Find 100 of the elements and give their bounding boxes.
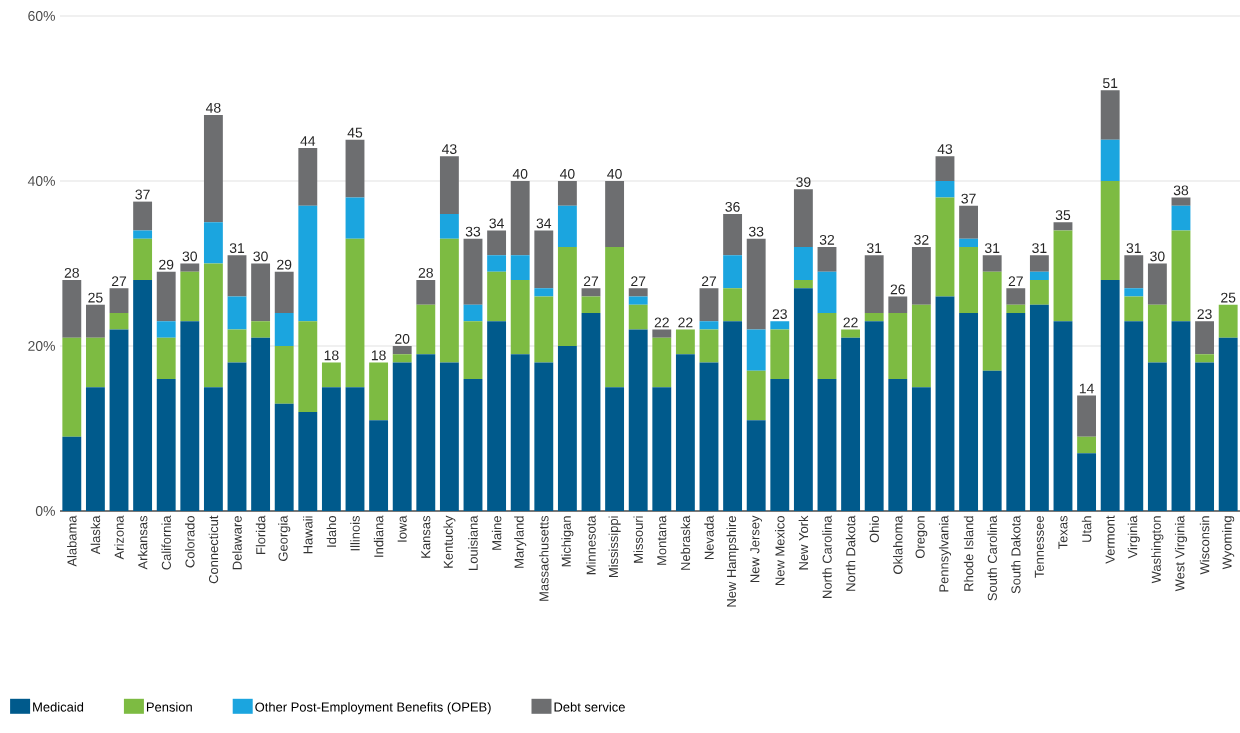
bar bbox=[746, 370, 766, 421]
total-label: 48 bbox=[205, 102, 221, 113]
bar bbox=[982, 255, 1002, 272]
total-label: 14 bbox=[1079, 383, 1094, 394]
bar bbox=[345, 387, 365, 511]
bar bbox=[109, 329, 129, 511]
bar bbox=[85, 387, 105, 511]
total-label: 45 bbox=[347, 127, 363, 138]
total-label: 30 bbox=[182, 251, 198, 262]
bar bbox=[487, 230, 507, 256]
bar bbox=[321, 387, 341, 511]
bar bbox=[534, 296, 554, 363]
legend-label: Medicaid bbox=[33, 702, 84, 712]
bar bbox=[369, 362, 389, 421]
x-tick-label: Maryland bbox=[514, 516, 527, 568]
total-label: 27 bbox=[583, 276, 599, 287]
bar bbox=[463, 378, 483, 511]
bar bbox=[203, 263, 223, 388]
total-label: 20 bbox=[395, 333, 410, 344]
bar bbox=[628, 288, 648, 297]
total-label: 30 bbox=[1150, 251, 1165, 262]
total-label: 40 bbox=[512, 168, 528, 179]
bar bbox=[1195, 321, 1215, 355]
x-tick-label: Washington bbox=[1151, 516, 1164, 584]
x-tick-label: Montana bbox=[657, 515, 667, 565]
bar bbox=[557, 345, 577, 511]
bar bbox=[1100, 139, 1120, 181]
bar bbox=[62, 337, 82, 437]
x-tick-label: South Dakota bbox=[1011, 515, 1021, 594]
bar bbox=[723, 288, 743, 322]
bar bbox=[227, 329, 247, 363]
total-label: 28 bbox=[64, 267, 79, 278]
y-tick-label: 0% bbox=[35, 506, 55, 516]
x-tick-label: Massachusetts bbox=[539, 515, 549, 601]
bar bbox=[109, 288, 129, 313]
bar bbox=[369, 420, 389, 511]
bar bbox=[699, 321, 719, 330]
bar bbox=[227, 255, 247, 297]
total-label: 34 bbox=[536, 218, 552, 229]
x-tick-label: Kentucky bbox=[443, 515, 456, 568]
total-label: 37 bbox=[961, 193, 976, 204]
bar bbox=[675, 354, 695, 511]
bar bbox=[274, 312, 294, 346]
bar bbox=[416, 354, 436, 511]
total-label: 43 bbox=[441, 144, 457, 155]
total-label: 31 bbox=[984, 243, 1000, 254]
bar bbox=[557, 180, 577, 206]
bar bbox=[911, 246, 931, 305]
bar bbox=[911, 387, 931, 511]
x-tick-label: Alabama bbox=[67, 515, 77, 567]
bar bbox=[392, 354, 412, 363]
bar bbox=[888, 312, 908, 379]
total-label: 31 bbox=[229, 243, 245, 254]
bar bbox=[864, 312, 884, 322]
x-tick-label: New Jersey bbox=[750, 515, 762, 583]
bar bbox=[1053, 321, 1073, 511]
bar bbox=[1124, 255, 1144, 289]
bar bbox=[439, 213, 459, 239]
total-label: 27 bbox=[701, 276, 717, 287]
total-label: 25 bbox=[88, 292, 103, 303]
bar bbox=[463, 304, 483, 322]
bar bbox=[1171, 321, 1191, 511]
bar bbox=[1195, 362, 1215, 511]
bar bbox=[888, 378, 908, 511]
bar bbox=[793, 189, 813, 247]
total-label: 33 bbox=[465, 226, 481, 237]
bar bbox=[935, 197, 955, 297]
bar bbox=[180, 321, 200, 511]
bar bbox=[487, 271, 507, 322]
total-label: 22 bbox=[654, 317, 669, 328]
bar bbox=[510, 180, 530, 256]
bar bbox=[1195, 354, 1215, 363]
bar bbox=[345, 197, 365, 239]
legend-label: Debt service bbox=[554, 702, 625, 712]
bar bbox=[251, 321, 271, 338]
bar bbox=[439, 238, 459, 363]
total-label: 36 bbox=[725, 201, 740, 212]
bar bbox=[487, 321, 507, 511]
bar bbox=[156, 321, 176, 338]
x-tick-label: Georgia bbox=[278, 515, 291, 561]
x-tick-label: Arizona bbox=[114, 515, 124, 560]
bar bbox=[723, 255, 743, 289]
bar bbox=[817, 271, 837, 313]
x-tick-label: Hawaii bbox=[303, 516, 313, 554]
bar bbox=[392, 362, 412, 511]
bar bbox=[203, 114, 223, 223]
bar bbox=[1147, 304, 1167, 363]
total-label: 30 bbox=[253, 251, 268, 262]
x-tick-label: Rhode Island bbox=[963, 516, 974, 591]
x-tick-label: Ohio bbox=[869, 516, 879, 543]
x-tick-label: Michigan bbox=[561, 516, 574, 567]
bar bbox=[770, 321, 790, 330]
bar bbox=[746, 238, 766, 330]
bar bbox=[298, 321, 318, 412]
bar bbox=[581, 288, 601, 297]
total-label: 31 bbox=[1032, 243, 1047, 254]
bar bbox=[1077, 395, 1097, 437]
x-tick-label: Maine bbox=[491, 516, 502, 550]
bar bbox=[203, 387, 223, 511]
x-tick-label: North Dakota bbox=[845, 515, 856, 591]
